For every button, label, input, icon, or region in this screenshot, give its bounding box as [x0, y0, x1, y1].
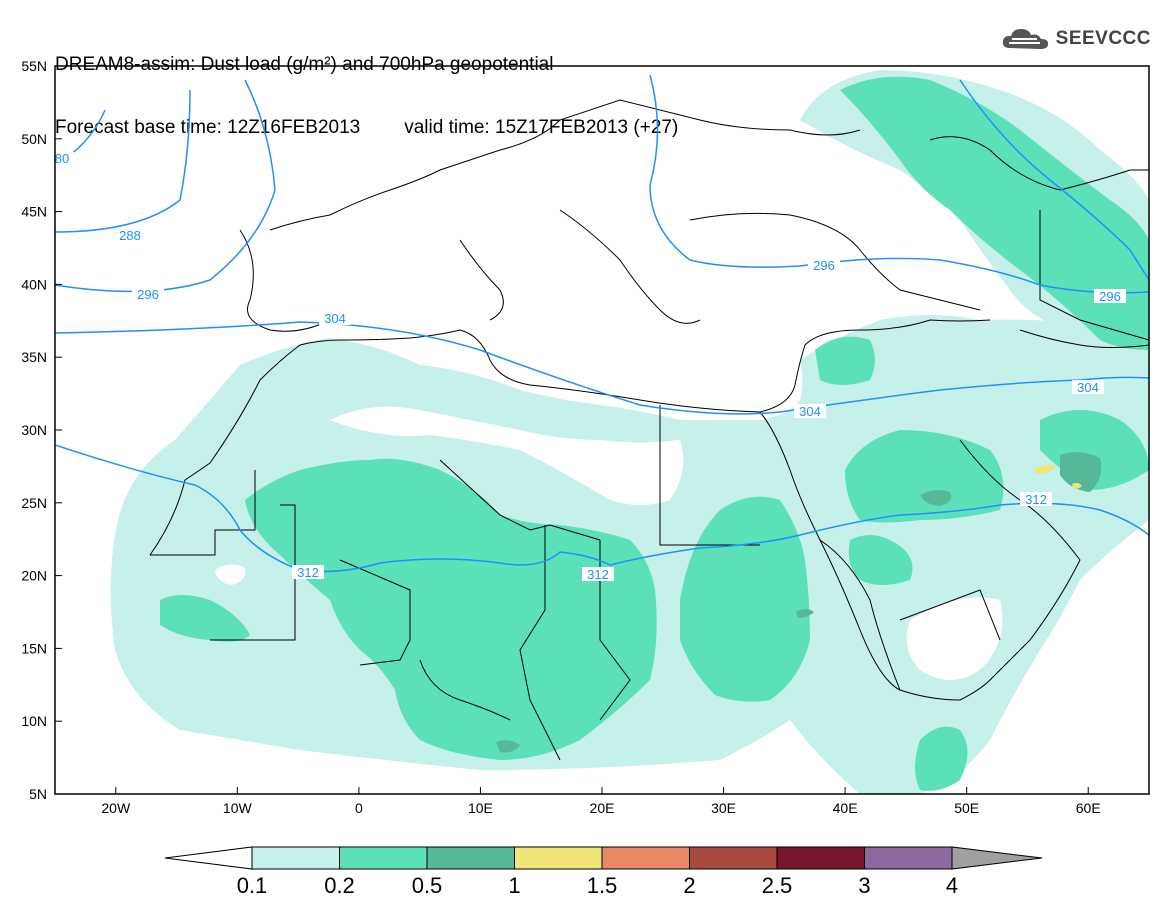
- lat-tick-label: 30N: [21, 422, 47, 438]
- lon-tick-label: 50E: [954, 800, 979, 816]
- logo-text: SEEVCCC: [1055, 28, 1151, 49]
- lat-tick-label: 10N: [21, 713, 47, 729]
- colorbar-label: 4: [946, 873, 958, 898]
- coastlines-borders: [149, 99, 1149, 761]
- contour-label-296-west: 296: [137, 287, 159, 302]
- colorbar-segment: [776, 846, 865, 870]
- dust-level-1: [1033, 464, 1082, 489]
- colorbar-segment: [251, 846, 340, 870]
- lat-tick-label: 25N: [21, 495, 47, 511]
- header-title: DREAM8-assim: Dust load (g/m²) and 700hP…: [55, 54, 554, 75]
- colorbar-label: 3: [858, 873, 870, 898]
- lon-tick-label: 20W: [101, 800, 131, 816]
- colorbar-label: 2.5: [762, 873, 793, 898]
- contour-label-304-east: 304: [1077, 380, 1099, 395]
- longitude-axis: 20W 10W 0 10E 20E 30E 40E 50E 60E: [101, 787, 1101, 816]
- lon-tick-label: 10W: [223, 800, 253, 816]
- colorbar-segment: [864, 846, 953, 870]
- contour-label-304-mid: 304: [799, 404, 821, 419]
- colorbar-low-arrow: [164, 846, 253, 870]
- dust-level-0.5: [496, 452, 1102, 753]
- latitude-axis: 55N 50N 45N 40N 35N 30N 25N 20N 15N 10N 5N: [21, 58, 62, 802]
- colorbar-label: 0.5: [412, 873, 443, 898]
- contour-label-304-west: 304: [324, 311, 346, 326]
- colorbar-label: 1.5: [587, 873, 618, 898]
- lon-tick-label: 0: [355, 800, 363, 816]
- colorbar-label: 0.2: [324, 873, 355, 898]
- lon-tick-label: 10E: [468, 800, 493, 816]
- map-header: DREAM8-assim: Dust load (g/m²) and 700hP…: [55, 12, 678, 159]
- colorbar-label: 1: [508, 873, 520, 898]
- lat-tick-label: 5N: [29, 786, 47, 802]
- base-time: Forecast base time: 12Z16FEB2013: [55, 117, 361, 138]
- contour-label-80: 80: [55, 151, 69, 166]
- lat-tick-label: 55N: [21, 58, 47, 74]
- colorbar-segment: [514, 846, 603, 870]
- colorbar-segment: [339, 846, 428, 870]
- lon-tick-label: 40E: [833, 800, 858, 816]
- dust-gaps: [215, 406, 1003, 680]
- lon-tick-label: 60E: [1076, 800, 1101, 816]
- contour-label-312-west: 312: [297, 565, 319, 580]
- dust-colorbar: 0.1 0.2 0.5 1 1.5 2 2.5 3 4: [164, 846, 1043, 898]
- colorbar-segment: [426, 846, 515, 870]
- lat-tick-label: 50N: [21, 131, 47, 147]
- colorbar-label: 2: [683, 873, 695, 898]
- contour-label-296-east: 296: [813, 258, 835, 273]
- contour-label-288: 288: [119, 228, 141, 243]
- seevccc-logo: SEEVCCC: [1000, 26, 1151, 52]
- contour-label-group: 80 288 296 304 296 304 304 312 312 312 2…: [52, 151, 1126, 582]
- lon-tick-label: 30E: [711, 800, 736, 816]
- colorbar-segment: [601, 846, 690, 870]
- lat-tick-label: 40N: [21, 276, 47, 292]
- lat-tick-label: 20N: [21, 568, 47, 584]
- colorbar-segment: [689, 846, 778, 870]
- colorbar-label: 0.1: [237, 873, 268, 898]
- contour-label-312-mid: 312: [587, 567, 609, 582]
- lat-tick-label: 45N: [21, 204, 47, 220]
- lat-tick-label: 35N: [21, 349, 47, 365]
- contour-label-296-far-east: 296: [1099, 289, 1121, 304]
- valid-time: valid time: 15Z17FEB2013 (+27): [404, 117, 679, 138]
- contour-label-312-east: 312: [1025, 492, 1047, 507]
- lon-tick-label: 20E: [590, 800, 615, 816]
- dust-shading: [110, 70, 1149, 794]
- cloud-icon: [1002, 29, 1048, 49]
- lat-tick-label: 15N: [21, 640, 47, 656]
- colorbar-high-arrow: [951, 846, 1043, 870]
